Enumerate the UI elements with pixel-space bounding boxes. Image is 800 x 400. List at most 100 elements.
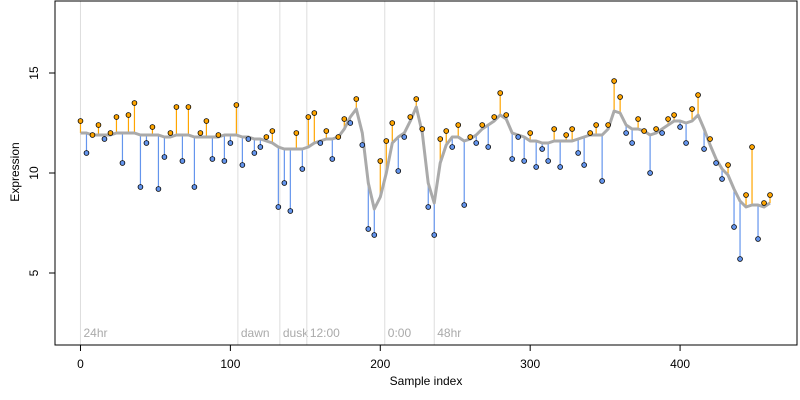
point bbox=[233, 102, 240, 108]
point bbox=[569, 126, 575, 132]
point bbox=[437, 136, 444, 142]
point bbox=[251, 150, 258, 156]
point bbox=[191, 184, 198, 190]
point bbox=[641, 128, 647, 134]
point bbox=[335, 134, 342, 140]
point bbox=[263, 134, 270, 140]
point bbox=[311, 110, 318, 116]
point bbox=[119, 160, 126, 166]
point bbox=[221, 158, 228, 164]
point bbox=[239, 162, 246, 168]
marker-label: 0:00 bbox=[388, 326, 412, 340]
point bbox=[497, 90, 504, 96]
point bbox=[167, 130, 174, 136]
point bbox=[179, 158, 186, 164]
point bbox=[371, 232, 378, 238]
point bbox=[599, 178, 605, 184]
point bbox=[491, 114, 498, 120]
point bbox=[677, 124, 683, 130]
point bbox=[185, 104, 192, 110]
point bbox=[593, 122, 599, 128]
point bbox=[341, 116, 348, 122]
point bbox=[293, 130, 300, 136]
point bbox=[155, 186, 162, 192]
point bbox=[137, 184, 144, 190]
point bbox=[245, 136, 252, 142]
point bbox=[287, 208, 294, 214]
point bbox=[719, 176, 725, 182]
point bbox=[389, 120, 396, 126]
y-tick-label: 15 bbox=[27, 66, 41, 80]
point bbox=[563, 132, 569, 138]
point bbox=[653, 126, 659, 132]
point bbox=[377, 158, 384, 164]
point bbox=[695, 92, 701, 98]
point bbox=[395, 168, 402, 174]
point bbox=[575, 150, 581, 156]
point bbox=[95, 122, 102, 128]
point bbox=[707, 136, 713, 142]
point bbox=[443, 128, 450, 134]
point bbox=[467, 134, 474, 140]
point bbox=[731, 224, 737, 230]
marker-label: 24hr bbox=[83, 326, 107, 340]
point bbox=[419, 126, 426, 132]
point bbox=[161, 154, 168, 160]
x-tick-label: 400 bbox=[670, 357, 690, 371]
point bbox=[755, 236, 761, 242]
point bbox=[551, 126, 557, 132]
point bbox=[215, 132, 222, 138]
point bbox=[107, 130, 114, 136]
point bbox=[299, 166, 306, 172]
point bbox=[173, 104, 180, 110]
point bbox=[83, 150, 90, 156]
y-tick-label: 10 bbox=[27, 166, 41, 180]
point bbox=[125, 112, 132, 118]
point bbox=[689, 106, 695, 112]
fit-line bbox=[80, 105, 771, 211]
marker-label: 12:00 bbox=[310, 326, 340, 340]
point bbox=[527, 130, 533, 136]
x-tick-label: 0 bbox=[77, 357, 84, 371]
point bbox=[89, 132, 96, 138]
point bbox=[713, 160, 719, 166]
point bbox=[671, 112, 677, 118]
point bbox=[413, 96, 420, 102]
point bbox=[629, 140, 635, 146]
point bbox=[473, 140, 480, 146]
point bbox=[131, 100, 138, 106]
point bbox=[665, 116, 671, 122]
point bbox=[425, 204, 432, 210]
point bbox=[359, 142, 366, 148]
point bbox=[683, 140, 689, 146]
point bbox=[623, 130, 629, 136]
point bbox=[383, 138, 390, 144]
point bbox=[149, 124, 156, 130]
point bbox=[113, 114, 120, 120]
point bbox=[479, 122, 486, 128]
point bbox=[659, 130, 665, 136]
point bbox=[209, 156, 216, 162]
point bbox=[581, 162, 587, 168]
marker-label: 48hr bbox=[437, 326, 461, 340]
point bbox=[431, 232, 438, 238]
point bbox=[275, 204, 282, 210]
point bbox=[557, 164, 563, 170]
point bbox=[257, 144, 264, 150]
point bbox=[281, 180, 288, 186]
point bbox=[521, 158, 527, 164]
point bbox=[533, 164, 539, 170]
point bbox=[353, 96, 360, 102]
point bbox=[323, 128, 330, 134]
marker-label: dawn bbox=[241, 326, 270, 340]
point bbox=[485, 144, 492, 150]
point bbox=[743, 192, 749, 198]
point bbox=[143, 140, 150, 146]
point bbox=[767, 192, 773, 198]
point bbox=[77, 118, 84, 124]
point bbox=[317, 140, 324, 146]
point bbox=[461, 202, 468, 208]
y-tick-label: 5 bbox=[27, 269, 41, 276]
